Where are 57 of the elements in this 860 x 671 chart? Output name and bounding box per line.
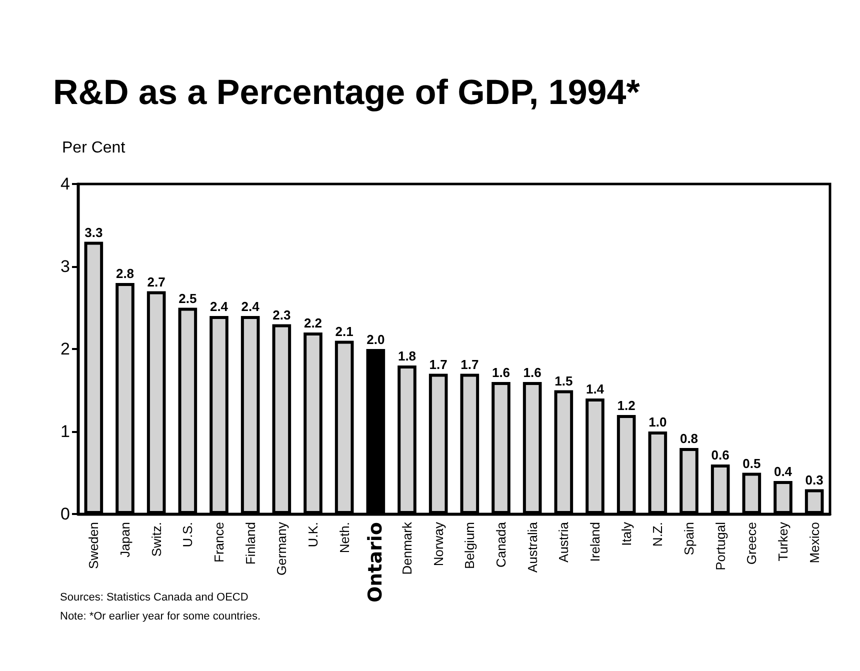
data-label: 2.2 [304,316,322,330]
x-tick-label: Ontario [364,522,387,603]
data-label: 3.3 [84,224,103,240]
x-tick-label: Sweden [86,522,102,569]
x-tick-label: Spain [682,522,696,556]
y-axis-title: Per Cent [62,140,126,156]
x-tick-label: Turkey [776,522,790,562]
x-tick-label: France [212,522,226,562]
x-tick-label: U.S. [180,522,196,548]
data-label: 2.3 [272,307,291,322]
chart-title: R&D as a Percentage of GDP, 1994* [53,73,640,112]
x-tick-label: Norway [430,522,446,566]
data-label: 0.6 [711,448,730,462]
x-tick-label: Mexico [806,522,822,564]
x-tick-label: U.K. [306,522,320,548]
data-label: 1.5 [554,373,573,388]
data-label: 2.4 [241,299,260,314]
y-tick-label: 1 [60,422,70,441]
x-tick-label: N.Z. [650,522,666,547]
data-label: 0.3 [805,472,824,488]
data-label: 2.1 [335,324,354,339]
x-tick-label: Japan [118,522,132,558]
data-label: 1.6 [523,365,542,380]
data-label: 1.8 [398,348,416,364]
x-tick-label: Portugal [712,522,728,570]
x-tick-label: Denmark [400,522,414,575]
x-tick-label: Ireland [588,522,602,562]
x-tick-label: Australia [524,521,540,573]
y-tick-label: 0 [60,504,70,524]
data-label: 1.4 [586,382,605,396]
y-tick-label: 2 [60,340,70,358]
x-tick-label: Italy [618,522,634,546]
x-tick-label: Germany [274,522,290,576]
data-label: 2.4 [210,299,229,314]
data-label: 1.2 [617,398,636,413]
x-tick-label: Finland [242,522,258,565]
y-tick-label: 3 [60,257,70,276]
data-label: 0.8 [680,431,698,446]
data-label: 2.0 [366,332,385,347]
y-tick-label: 4 [60,174,70,194]
data-label: 2.8 [116,266,134,281]
data-label: 2.5 [178,290,197,306]
source-note: Sources: Statistics Canada and OECD [60,592,248,604]
data-label: 2.7 [147,274,166,290]
x-tick-label: Greece [744,522,760,565]
text: Note: *Or earlier year for some countries. [60,610,261,622]
x-tick-label: Austria [556,521,572,562]
x-tick-label: Canada [494,521,508,568]
data-label: 1.0 [648,414,667,430]
data-label: 0.5 [742,456,761,471]
data-label: 1.6 [492,365,510,380]
x-tick-label: Switz. [148,522,164,557]
x-tick-label: Belgium [462,522,478,569]
data-label: 1.7 [429,356,448,372]
x-tick-label: Neth. [336,522,352,554]
data-label: 0.4 [774,464,793,479]
data-label: 1.7 [460,356,479,372]
